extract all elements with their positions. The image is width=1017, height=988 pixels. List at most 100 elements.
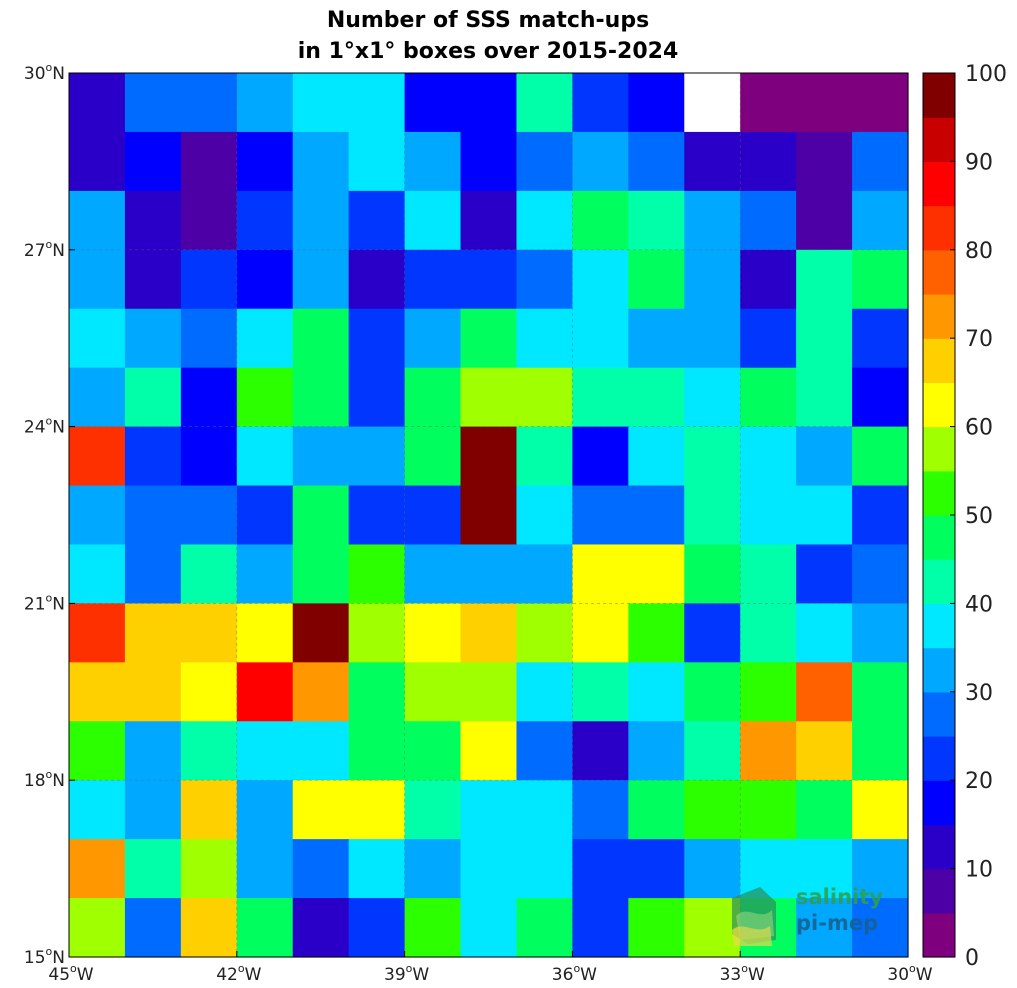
heatmap-cells <box>69 73 909 958</box>
heatmap-cell <box>292 485 350 546</box>
colorbar-tick-label: 20 <box>965 769 993 794</box>
heatmap-cell <box>404 662 462 722</box>
heatmap-cell <box>180 780 238 840</box>
heatmap-cell <box>628 662 685 722</box>
heatmap-cell <box>124 485 182 546</box>
heatmap-cell <box>572 485 629 546</box>
heatmap-cell <box>348 249 406 310</box>
heatmap-cell <box>460 308 518 369</box>
heatmap-cell <box>180 603 238 663</box>
heatmap-cell <box>684 662 741 722</box>
heatmap-cell <box>572 249 629 310</box>
y-axis: 30oN 27oN 24oN 21oN 18oN 15oN <box>24 61 75 968</box>
heatmap-cell <box>684 603 741 663</box>
heatmap-cell <box>460 426 518 487</box>
heatmap-cell <box>348 780 406 840</box>
colorbar <box>922 72 956 958</box>
heatmap-cell <box>124 898 182 958</box>
colorbar-segment <box>923 294 955 339</box>
heatmap-cell <box>292 839 350 899</box>
heatmap-cell <box>516 308 573 369</box>
heatmap-cell <box>292 73 350 133</box>
heatmap-cell <box>404 308 462 369</box>
colorbar-segment <box>923 691 955 737</box>
wave-logo-icon <box>732 887 776 946</box>
y-tick-label: 15oN <box>24 945 65 968</box>
heatmap-cell <box>124 426 182 487</box>
heatmap-cell <box>124 839 182 899</box>
heatmap-cell <box>69 839 126 899</box>
heatmap-cell <box>628 544 685 604</box>
heatmap-cell <box>404 426 462 487</box>
heatmap-cell <box>348 662 406 722</box>
plot-frame <box>68 72 909 958</box>
heatmap-cell <box>292 249 350 310</box>
heatmap-cell <box>852 190 909 251</box>
heatmap-cell <box>740 603 797 663</box>
heatmap-cell <box>69 131 126 192</box>
heatmap-cell <box>516 603 573 663</box>
y-tick-label: 21oN <box>24 591 65 614</box>
heatmap-cell <box>69 308 126 369</box>
heatmap-cell <box>69 544 126 604</box>
heatmap-cell <box>404 603 462 663</box>
heatmap-cell <box>404 131 462 192</box>
y-tick-label: 30oN <box>24 61 65 84</box>
heatmap-cell <box>460 780 518 840</box>
heatmap-cell <box>124 603 182 663</box>
x-tick-label: 30oW <box>887 962 932 985</box>
heatmap-cell <box>69 485 126 546</box>
heatmap-cell <box>404 839 462 899</box>
heatmap-cell <box>348 131 406 192</box>
colorbar-segment <box>923 603 955 649</box>
heatmap-cell <box>628 839 685 899</box>
heatmap-cell <box>628 898 685 958</box>
heatmap-cell <box>69 662 126 722</box>
colorbar-segment <box>923 117 955 162</box>
heatmap-cell <box>516 544 573 604</box>
heatmap-cell <box>572 898 629 958</box>
heatmap-cell <box>516 249 573 310</box>
x-tick-label: 45oW <box>48 962 93 985</box>
heatmap-cell <box>460 367 518 428</box>
heatmap-cell <box>124 662 182 722</box>
heatmap-cell <box>404 721 462 781</box>
colorbar-segment <box>923 73 955 118</box>
heatmap-cell <box>69 73 126 133</box>
heatmap-cell <box>796 780 853 840</box>
heatmap-cell <box>124 131 182 192</box>
heatmap-cell <box>404 544 462 604</box>
x-axis: 45oW 42oW 39oW 36oW 33oW 30oW <box>48 951 933 985</box>
heatmap-cell <box>516 839 573 899</box>
heatmap-cell <box>516 367 573 428</box>
heatmap-cell <box>516 721 573 781</box>
heatmap-cell <box>796 485 853 546</box>
heatmap-cell <box>69 426 126 487</box>
heatmap-cell <box>292 367 350 428</box>
heatmap-cell <box>460 662 518 722</box>
heatmap-cell <box>180 662 238 722</box>
heatmap-cell <box>796 544 853 604</box>
heatmap-cell <box>236 839 294 899</box>
heatmap-cell <box>796 131 853 192</box>
heatmap-cell <box>684 367 741 428</box>
heatmap-cell <box>292 190 350 251</box>
heatmap-cell <box>628 131 685 192</box>
heatmap-cell <box>572 73 629 133</box>
heatmap-cell <box>628 249 685 310</box>
heatmap-cell <box>292 662 350 722</box>
heatmap-cell <box>404 367 462 428</box>
heatmap-cell <box>460 131 518 192</box>
heatmap-cell <box>292 780 350 840</box>
heatmap-cell <box>796 839 853 899</box>
heatmap-cell <box>69 249 126 310</box>
heatmap-cell <box>292 308 350 369</box>
heatmap-cell <box>516 426 573 487</box>
heatmap-cell <box>740 131 797 192</box>
heatmap-cell <box>348 544 406 604</box>
colorbar-segment <box>923 736 955 781</box>
heatmap-cell <box>69 190 126 251</box>
colorbar-segment <box>923 249 955 295</box>
heatmap-cell <box>852 603 909 663</box>
